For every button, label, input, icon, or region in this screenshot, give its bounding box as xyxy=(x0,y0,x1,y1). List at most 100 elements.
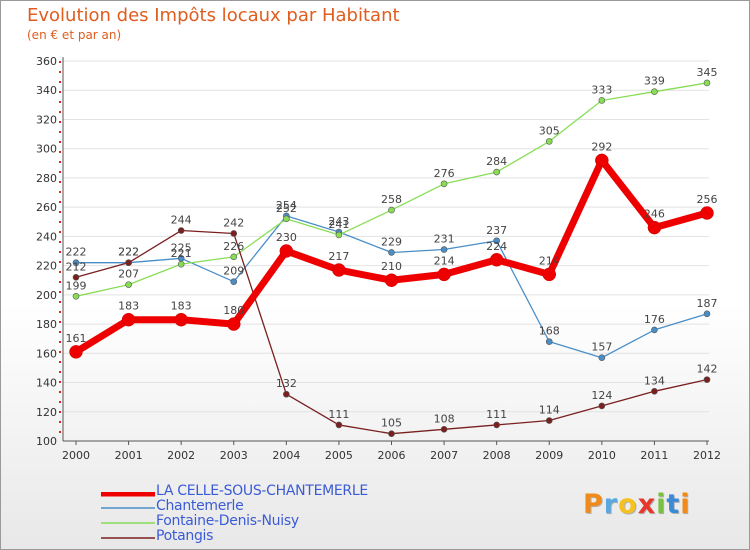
data-label: 339 xyxy=(644,75,665,88)
data-point xyxy=(437,267,451,282)
data-point xyxy=(72,259,80,266)
data-label: 237 xyxy=(486,224,507,237)
legend-swatch-fontaine xyxy=(101,522,155,524)
data-point xyxy=(493,421,500,429)
data-label: 252 xyxy=(276,202,297,215)
logo-letter: o xyxy=(618,489,638,520)
data-label: 231 xyxy=(434,233,455,246)
data-point xyxy=(703,310,711,318)
y-tick-label: 120 xyxy=(36,406,57,419)
data-label: 108 xyxy=(434,412,455,425)
data-label: 284 xyxy=(486,155,507,168)
data-label: 212 xyxy=(66,260,87,273)
y-tick-label: 320 xyxy=(36,113,57,126)
data-label: 241 xyxy=(328,218,349,231)
logo-letter: r xyxy=(603,489,619,520)
data-point xyxy=(651,88,658,95)
y-tick-label: 160 xyxy=(36,347,57,360)
y-tick-label: 300 xyxy=(36,143,57,156)
data-point xyxy=(651,388,658,395)
data-point xyxy=(388,249,395,256)
data-point xyxy=(545,138,553,145)
data-label: 214 xyxy=(539,254,560,267)
data-label: 222 xyxy=(118,246,139,259)
data-point xyxy=(388,206,395,214)
data-label: 105 xyxy=(381,417,402,430)
data-label: 161 xyxy=(66,332,87,345)
data-point xyxy=(598,402,606,410)
data-point xyxy=(700,206,714,220)
data-label: 142 xyxy=(697,363,718,376)
data-point xyxy=(121,312,136,327)
data-label: 183 xyxy=(171,300,192,313)
y-tick-label: 340 xyxy=(36,84,57,97)
data-point xyxy=(230,278,238,285)
data-label: 276 xyxy=(434,167,455,180)
data-point xyxy=(493,168,500,176)
legend-label-potangis: Potangis xyxy=(156,528,214,544)
data-label: 157 xyxy=(591,341,612,354)
data-label: 305 xyxy=(539,124,560,137)
data-label: 114 xyxy=(539,404,560,417)
data-label: 214 xyxy=(434,254,455,267)
data-label: 256 xyxy=(697,193,718,206)
data-label: 229 xyxy=(381,235,402,248)
x-tick-label: 2009 xyxy=(535,449,563,462)
data-point xyxy=(493,237,500,245)
logo-letter: i xyxy=(680,489,691,520)
data-label: 243 xyxy=(328,215,349,228)
data-point xyxy=(177,260,185,268)
x-tick-label: 2005 xyxy=(325,449,353,462)
data-label: 111 xyxy=(328,408,349,421)
data-point xyxy=(332,263,346,277)
data-label: 180 xyxy=(223,304,244,317)
data-label: 176 xyxy=(644,313,665,326)
data-point xyxy=(279,244,294,258)
data-point xyxy=(230,230,238,237)
data-point xyxy=(440,426,448,433)
data-point xyxy=(72,293,80,300)
data-label: 207 xyxy=(118,268,139,281)
data-point xyxy=(440,180,448,188)
data-point xyxy=(598,97,606,104)
proxiti-logo: Proxiti xyxy=(583,489,691,520)
data-point xyxy=(227,317,241,331)
data-label: 199 xyxy=(66,279,87,292)
data-label: 292 xyxy=(591,140,612,153)
data-point xyxy=(177,227,185,234)
y-tick-label: 360 xyxy=(36,55,57,68)
data-label: 222 xyxy=(66,246,87,259)
data-point xyxy=(388,430,395,437)
data-label: 225 xyxy=(171,241,192,254)
data-label: 187 xyxy=(697,297,718,310)
x-tick-label: 2002 xyxy=(167,449,195,462)
y-tick-label: 200 xyxy=(36,289,57,302)
x-tick-label: 2010 xyxy=(588,449,616,462)
legend-label-fontaine: Fontaine-Denis-Nuisy xyxy=(156,513,299,529)
data-label: 246 xyxy=(644,208,665,221)
data-label: 168 xyxy=(539,325,560,338)
data-point xyxy=(647,220,662,235)
data-label: 134 xyxy=(644,374,665,387)
logo-letter: P xyxy=(583,489,604,520)
data-label: 230 xyxy=(276,231,297,244)
x-tick-label: 2008 xyxy=(483,449,511,462)
legend-swatch-celle xyxy=(101,492,155,497)
data-label: 226 xyxy=(223,240,244,253)
legend-swatch-potangis xyxy=(101,537,155,539)
data-label: 333 xyxy=(591,83,612,96)
data-point xyxy=(384,273,399,287)
y-tick-label: 100 xyxy=(36,435,57,448)
logo-letter: i xyxy=(656,489,667,520)
legend-swatch-chantemerle xyxy=(101,507,155,509)
y-tick-label: 220 xyxy=(36,260,57,273)
x-tick-label: 2006 xyxy=(378,449,406,462)
data-label: 242 xyxy=(223,216,244,229)
chart-subtitle: (en € et par an) xyxy=(27,28,122,42)
legend-label-chantemerle: Chantemerle xyxy=(156,498,244,514)
y-tick-label: 140 xyxy=(36,377,57,390)
data-point xyxy=(335,231,343,239)
data-point xyxy=(174,312,188,327)
